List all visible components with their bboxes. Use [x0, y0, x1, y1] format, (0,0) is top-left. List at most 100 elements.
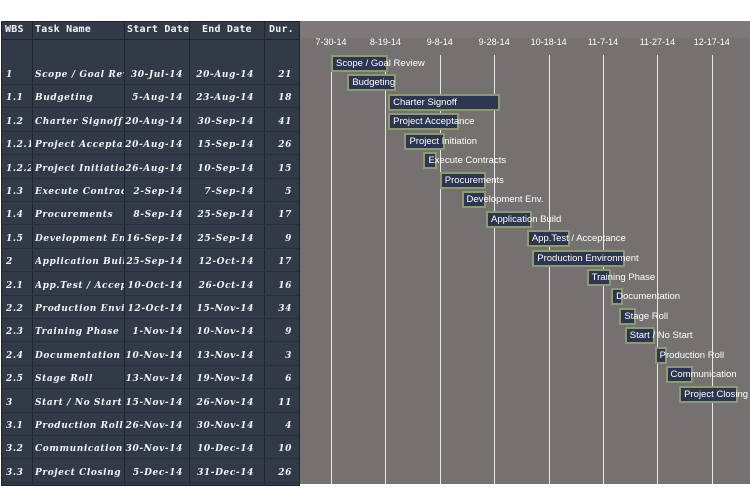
table-row[interactable]: 2.1 App.Test / Acceptance10-Oct-14 26-Oct-…: [2, 273, 299, 296]
task-bar[interactable]: [586, 268, 612, 286]
table-row[interactable]: 2.5 Stage Roll 13-Nov-14 19-Nov-14 6: [2, 366, 299, 390]
cell-wbs: 1.4: [6, 210, 24, 221]
cell-task-name: Project Closing: [35, 467, 122, 478]
task-bar-label: Communication: [670, 369, 737, 381]
task-bar[interactable]: [526, 230, 571, 248]
cell-end-date: 20-Aug-14: [196, 70, 254, 80]
cell-task-name: Scope / Goal Review: [35, 70, 124, 80]
task-bar-label: Scope / Goal Review: [336, 58, 425, 69]
cell-wbs: 2.3: [6, 327, 24, 338]
task-bar[interactable]: [439, 171, 487, 189]
row-divider: [2, 154, 299, 156]
task-bar[interactable]: [665, 366, 693, 384]
header-wbs[interactable]: WBS: [5, 24, 24, 35]
date-label: 9-8-14: [426, 37, 453, 47]
cell-start-date: 10-Nov-14: [125, 350, 183, 361]
date-label: 10-18-14: [530, 37, 567, 47]
date-label: 11-27-14: [639, 37, 676, 47]
cell-duration: 6: [285, 374, 292, 385]
cell-task-name: Stage Roll: [35, 374, 93, 385]
cell-duration: 4: [285, 421, 292, 431]
cell-task-name: Application Build: [35, 257, 124, 268]
task-bar[interactable]: [486, 210, 533, 228]
task-bar-label: Procurements: [444, 174, 504, 186]
task-bar[interactable]: [611, 288, 624, 306]
task-bar-label: Execute Contracts: [428, 155, 507, 167]
cell-duration: 26: [278, 140, 292, 151]
gantt-timeline: Scope / Goal Review Budgeting Charter Sign…: [300, 21, 750, 484]
task-bar[interactable]: [388, 113, 459, 131]
cell-task-name: Development Env.: [35, 233, 124, 244]
row-divider: [2, 107, 299, 109]
table-row[interactable]: 3.2 Communication 30-Nov-14 10-Dec-14 10: [2, 436, 299, 460]
column-divider: [189, 22, 190, 485]
table-row[interactable]: 1.1 Budgeting 5-Aug-14 23-Aug-14 18: [2, 85, 299, 109]
table-row[interactable]: 1 Scope / Goal Review 30-Jul-14 20-Aug-14 21: [2, 62, 299, 85]
task-bar[interactable]: [679, 385, 738, 403]
cell-wbs: 3.3: [6, 467, 24, 478]
header-end-date[interactable]: End Date: [202, 24, 252, 35]
task-table: WBS Task Name Start Date End Date Dur. 1…: [1, 21, 300, 486]
cell-task-name: Production Environment: [35, 304, 124, 314]
task-bar[interactable]: [404, 132, 446, 150]
cell-duration: 10: [278, 444, 292, 455]
task-bar[interactable]: [347, 74, 397, 92]
header-duration[interactable]: Dur.: [269, 24, 294, 35]
cell-start-date: 10-Oct-14: [127, 280, 183, 291]
cell-wbs: 1.2.1: [6, 140, 31, 151]
table-row[interactable]: 1.5 Development Env.16-Sep-14 25-Sep-14 9: [2, 226, 299, 249]
task-bar-label: Project Acceptance: [393, 116, 475, 128]
task-bar[interactable]: [388, 93, 500, 111]
task-bar-label: Application Build: [491, 213, 562, 225]
cell-start-date: 30-Jul-14: [130, 70, 183, 80]
task-bar[interactable]: [619, 307, 636, 325]
header-task-name[interactable]: Task Name: [35, 24, 91, 35]
cell-duration: 16: [278, 280, 292, 291]
task-bar[interactable]: [423, 152, 438, 170]
cell-duration: 17: [278, 257, 292, 268]
cell-end-date: 15-Nov-14: [196, 304, 254, 314]
table-row[interactable]: 3 Start / No Start 15-Nov-14 26-Nov-14 11: [2, 390, 299, 413]
task-bar-label: Production Roll: [659, 349, 725, 361]
cell-task-name: Procurements: [35, 210, 114, 221]
table-row[interactable]: 3.1 Production Roll 26-Nov-14 30-Nov-14 4: [2, 413, 299, 436]
table-row[interactable]: 3.3 Project Closing 5-Dec-14 31-Dec-14 26: [2, 460, 299, 483]
cell-wbs: 3.1: [6, 421, 24, 431]
task-bar[interactable]: [331, 55, 389, 72]
table-row[interactable]: 2.3 Training Phase 1-Nov-14 10-Nov-14 9: [2, 319, 299, 343]
date-gridline: [439, 55, 441, 484]
cell-task-name: Production Roll: [35, 421, 124, 431]
cell-start-date: 1-Nov-14: [132, 327, 183, 338]
cell-wbs: 1.1: [6, 93, 24, 104]
header-start-date[interactable]: Start Date: [127, 24, 190, 35]
table-row[interactable]: 1.4 Procurements 8-Sep-14 25-Sep-14 17: [2, 202, 299, 226]
table-row[interactable]: 2.2 Production Environment12-Oct-14 15-Nov…: [2, 296, 299, 319]
task-bar-label: Project Initiation: [409, 135, 478, 147]
task-bar[interactable]: [461, 191, 487, 209]
table-row[interactable]: 1.2 Charter Signoff 20-Aug-14 30-Sep-14 41: [2, 109, 299, 132]
column-divider: [264, 22, 265, 485]
cell-duration: 26: [278, 467, 292, 478]
date-gridline: [711, 55, 713, 484]
table-row[interactable]: 2.4 Documentation 10-Nov-14 13-Nov-14 3: [2, 343, 299, 366]
cell-end-date: 30-Sep-14: [197, 116, 254, 127]
cell-start-date: 5-Dec-14: [132, 467, 183, 478]
date-gridline: [494, 55, 496, 484]
task-bar-label: App.Test / Acceptance: [531, 233, 626, 245]
cell-task-name: Charter Signoff: [35, 116, 123, 127]
task-bar[interactable]: [532, 249, 625, 267]
cell-task-name: Communication: [35, 444, 123, 455]
table-row[interactable]: 2 Application Build 25-Sep-14 12-Oct-14 17: [2, 249, 299, 273]
date-gridline: [331, 55, 332, 484]
cell-end-date: 10-Sep-14: [197, 163, 254, 174]
table-row[interactable]: 1.3 Execute Contracts 2-Sep-14 7-Sep-14 5: [2, 179, 299, 202]
cell-task-name: Execute Contracts: [35, 187, 124, 197]
task-bar[interactable]: [654, 346, 667, 364]
row-divider: [2, 201, 299, 202]
cell-duration: 9: [285, 327, 292, 338]
table-row[interactable]: 1.2.1 Project Acceptance20-Aug-14 15-Sep-1…: [2, 132, 299, 156]
row-divider: [2, 84, 299, 85]
task-bar[interactable]: [624, 327, 655, 345]
cell-end-date: 10-Dec-14: [197, 444, 254, 455]
